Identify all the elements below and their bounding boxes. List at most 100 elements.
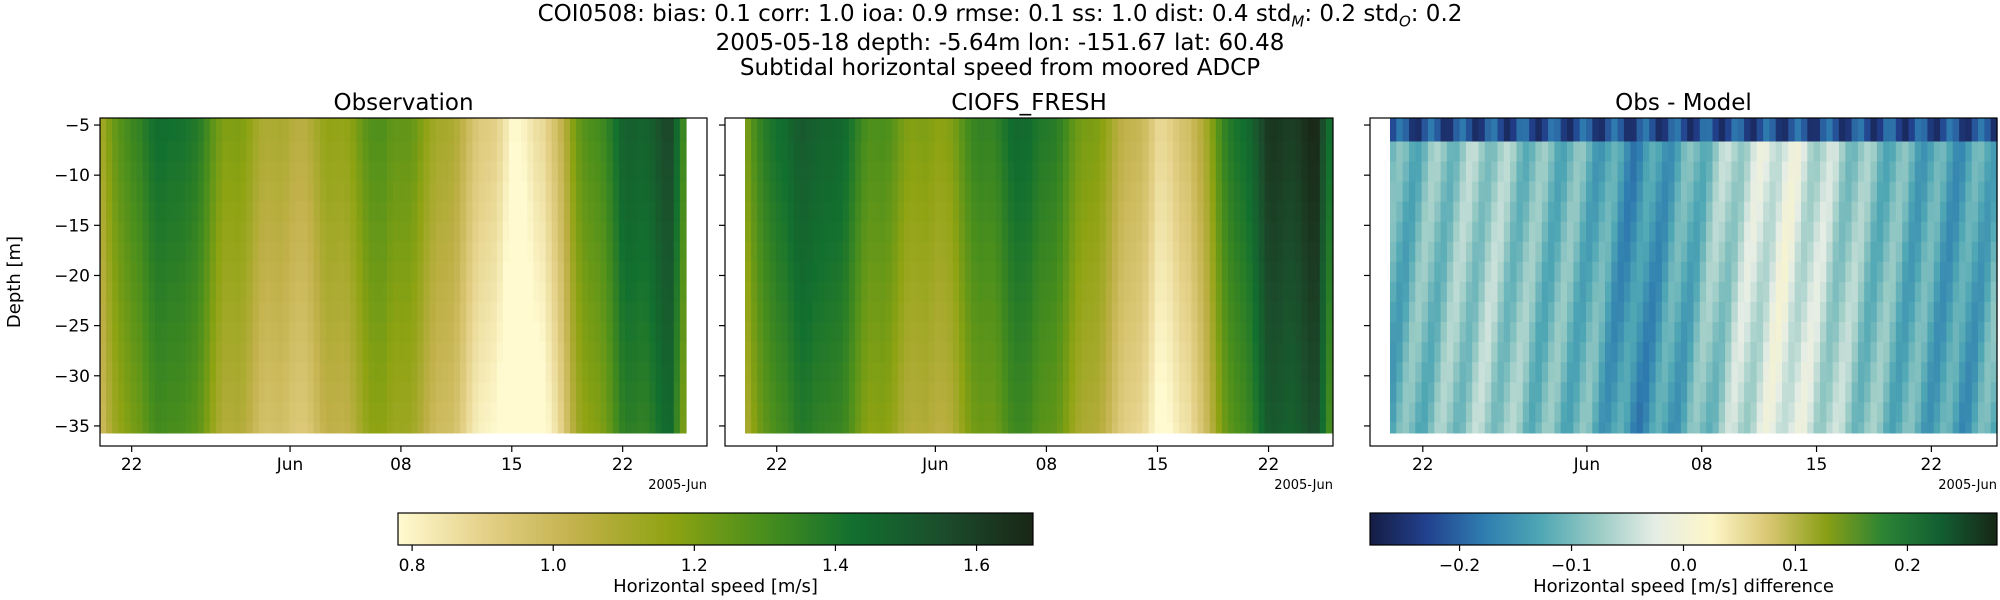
heatmap-cell: [1851, 322, 1859, 343]
heatmap-cell: [757, 141, 764, 163]
heatmap-cell: [1087, 161, 1095, 183]
heatmap-cell: [867, 342, 874, 363]
heatmap-cell: [1978, 161, 1985, 183]
heatmap-cell: [136, 261, 144, 283]
heatmap-cell: [179, 362, 187, 383]
heatmap-cell: [417, 422, 425, 434]
heatmap-cell: [338, 141, 345, 163]
heatmap-cell: [1921, 261, 1928, 283]
heatmap-cell: [1826, 261, 1834, 283]
heatmap-cell: [848, 221, 856, 243]
heatmap-cell: [848, 261, 856, 283]
heatmap-cell: [1020, 322, 1027, 343]
heatmap-cell: [965, 342, 972, 363]
heatmap-cell: [1325, 221, 1333, 243]
heatmap-cell: [1946, 402, 1954, 423]
heatmap-cell: [197, 382, 205, 403]
heatmap-cell: [922, 281, 929, 303]
heatmap-cell: [1234, 261, 1241, 283]
heatmap-cell: [545, 422, 553, 434]
heatmap-cell: [283, 362, 290, 383]
heatmap-cell: [1693, 322, 1701, 343]
heatmap-cell: [1130, 402, 1137, 423]
heatmap-cell: [454, 181, 461, 203]
heatmap-cell: [1744, 261, 1751, 283]
heatmap-cell: [136, 241, 144, 263]
heatmap-cell: [228, 261, 235, 283]
heatmap-cell: [167, 221, 174, 243]
heatmap-cell: [270, 422, 278, 434]
heatmap-cell: [1655, 181, 1663, 203]
heatmap-cell: [842, 141, 850, 163]
heatmap-cell: [142, 322, 150, 343]
heatmap-cell: [793, 322, 801, 343]
heatmap-cell: [289, 161, 296, 183]
heatmap-cell: [1940, 422, 1947, 434]
heatmap-cell: [533, 201, 541, 223]
heatmap-cell: [264, 402, 272, 423]
heatmap-cell: [946, 322, 954, 343]
heatmap-cell: [1491, 201, 1499, 223]
heatmap-cell: [466, 161, 473, 183]
heatmap-cell: [557, 161, 565, 183]
heatmap-cell: [344, 422, 351, 434]
heatmap-cell: [1775, 281, 1783, 303]
heatmap-cell: [1166, 281, 1174, 303]
heatmap-cell: [1173, 422, 1180, 434]
heatmap-cell: [1933, 141, 1941, 163]
heatmap-cell: [600, 118, 608, 143]
heatmap-cell: [1472, 161, 1480, 183]
heatmap-cell: [842, 118, 850, 143]
heatmap-cell: [496, 281, 504, 303]
heatmap-cell: [576, 221, 583, 243]
heatmap-cell: [466, 362, 473, 383]
heatmap-cell: [1933, 241, 1941, 263]
heatmap-cell: [368, 201, 376, 223]
heatmap-cell: [295, 402, 302, 423]
heatmap-cell: [350, 161, 357, 183]
heatmap-cell: [264, 241, 272, 263]
heatmap-cell: [1179, 281, 1186, 303]
heatmap-cell: [429, 118, 437, 143]
heatmap-cell: [447, 281, 455, 303]
heatmap-cell: [1579, 362, 1587, 383]
heatmap-cell: [1725, 161, 1732, 183]
heatmap-cell: [879, 221, 887, 243]
heatmap-cell: [478, 201, 486, 223]
heatmap-cell: [1870, 342, 1878, 363]
heatmap-cell: [885, 342, 893, 363]
heatmap-cell: [1946, 161, 1954, 183]
heatmap-cell: [1459, 161, 1467, 183]
heatmap-cell: [1541, 322, 1549, 343]
heatmap-cell: [1845, 221, 1853, 243]
heatmap-cell: [570, 302, 577, 323]
heatmap-cell: [588, 261, 595, 283]
heatmap-cell: [582, 201, 589, 223]
heatmap-cell: [1914, 161, 1922, 183]
heatmap-cell: [124, 161, 132, 183]
heatmap-cell: [1820, 422, 1827, 434]
heatmap-cell: [1087, 201, 1095, 223]
heatmap-cell: [989, 161, 997, 183]
heatmap-cell: [631, 221, 638, 243]
heatmap-cell: [1402, 221, 1410, 243]
heatmap-cell: [1769, 181, 1777, 203]
heatmap-cell: [1579, 221, 1587, 243]
heatmap-cell: [417, 382, 425, 403]
heatmap-cell: [466, 382, 473, 403]
heatmap-cell: [1813, 382, 1821, 403]
heatmap-cell: [775, 261, 783, 283]
heatmap-cell: [136, 362, 144, 383]
heatmap-cell: [1277, 362, 1284, 383]
heatmap-cell: [295, 161, 302, 183]
heatmap-cell: [1453, 402, 1461, 423]
heatmap-cell: [325, 362, 333, 383]
heatmap-cell: [1063, 281, 1070, 303]
heatmap-cell: [1598, 241, 1606, 263]
heatmap-cell: [228, 402, 235, 423]
heatmap-cell: [319, 201, 327, 223]
heatmap-cell: [673, 221, 681, 243]
heatmap-cell: [490, 422, 498, 434]
heatmap-cell: [1409, 241, 1416, 263]
heatmap-cell: [824, 322, 832, 343]
